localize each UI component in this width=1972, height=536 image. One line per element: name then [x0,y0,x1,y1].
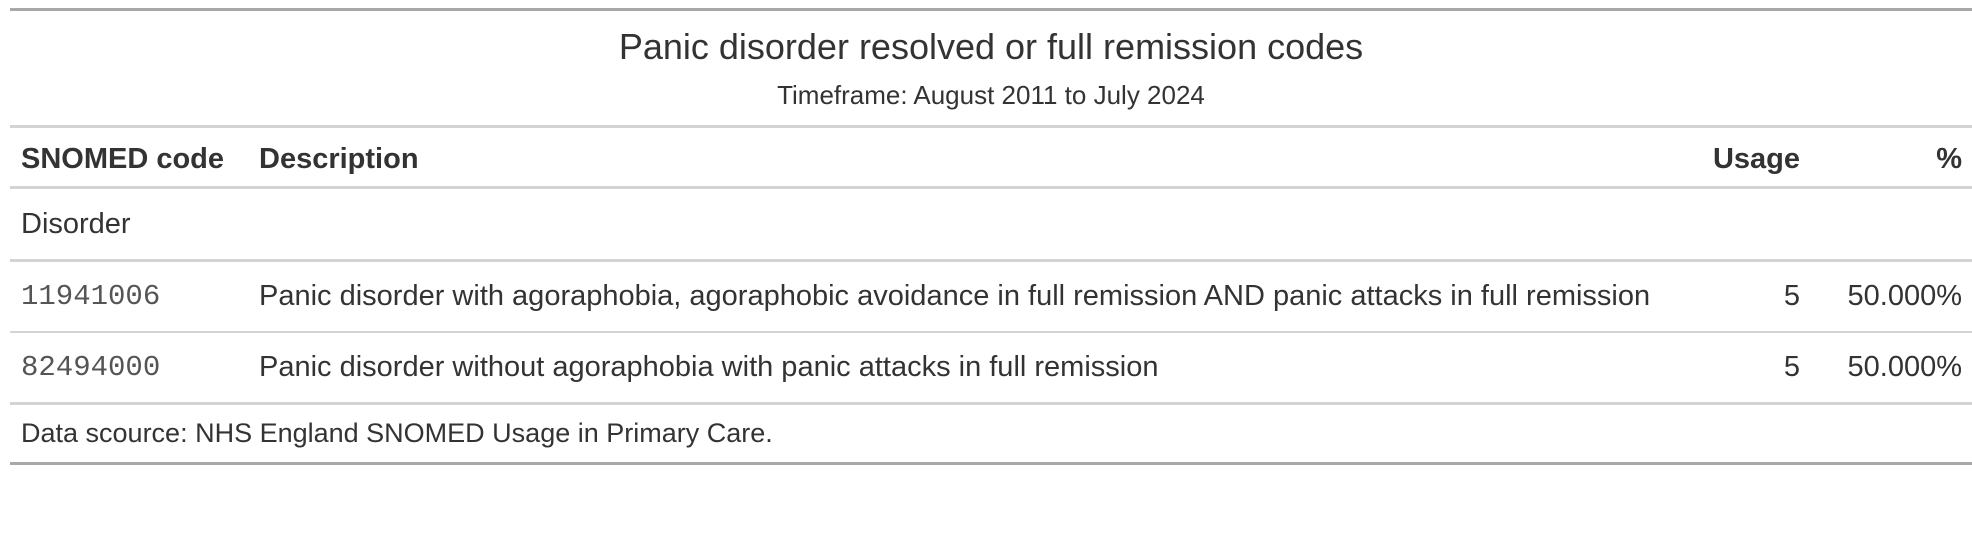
table-title: Panic disorder resolved or full remissio… [618,26,1364,67]
percent-cell: 50.000% [1810,260,1972,333]
column-header-usage: Usage [1712,143,1800,175]
table-row: 82494000 Panic disorder without agorapho… [10,332,1972,404]
description-cell: Panic disorder without agoraphobia with … [248,332,1690,404]
percent-cell: 50.000% [1810,332,1972,404]
usage-cell: 5 [1690,260,1810,333]
table-heading: Panic disorder resolved or full remissio… [10,11,1972,128]
column-header-code: SNOMED code [21,143,225,175]
header-row: SNOMED code Description Usage % [10,128,1972,188]
codes-table: SNOMED code Description Usage % Disorder… [10,128,1972,404]
table-row: 11941006 Panic disorder with agoraphobia… [10,260,1972,333]
group-label: Disorder [10,187,1972,262]
description-cell: Panic disorder with agoraphobia, agoraph… [248,260,1690,333]
source-note: Data scource: NHS England SNOMED Usage i… [10,404,1972,465]
table-subtitle: Timeframe: August 2011 to July 2024 [777,80,1205,110]
usage-table: Panic disorder resolved or full remissio… [10,8,1972,465]
snomed-code-cell: 11941006 [10,260,248,333]
group-row-disorder: Disorder [10,187,1972,262]
column-header-description: Description [259,143,419,175]
usage-cell: 5 [1690,332,1810,404]
column-header-percent: % [1936,143,1962,175]
top-rule [10,8,1972,11]
snomed-code-cell: 82494000 [10,332,248,404]
